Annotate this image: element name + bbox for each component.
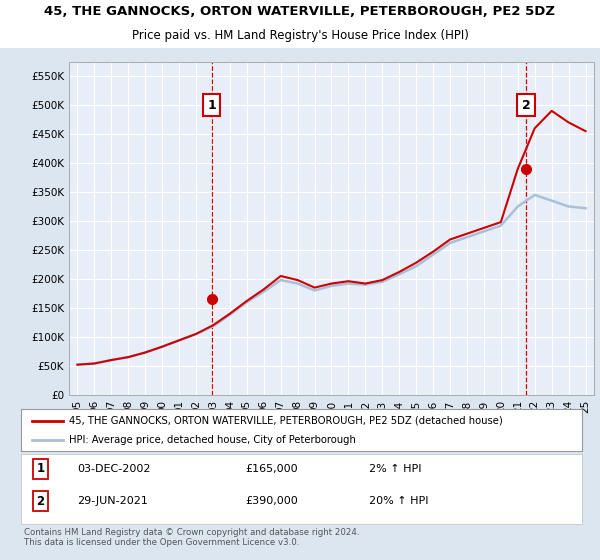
Text: HPI: Average price, detached house, City of Peterborough: HPI: Average price, detached house, City…: [68, 435, 356, 445]
Text: 45, THE GANNOCKS, ORTON WATERVILLE, PETERBOROUGH, PE2 5DZ: 45, THE GANNOCKS, ORTON WATERVILLE, PETE…: [44, 6, 556, 18]
Text: 2% ↑ HPI: 2% ↑ HPI: [369, 464, 421, 474]
Text: Price paid vs. HM Land Registry's House Price Index (HPI): Price paid vs. HM Land Registry's House …: [131, 29, 469, 42]
Text: £165,000: £165,000: [245, 464, 298, 474]
Text: £390,000: £390,000: [245, 496, 298, 506]
Text: 29-JUN-2021: 29-JUN-2021: [77, 496, 148, 506]
Text: 2: 2: [522, 99, 530, 111]
Text: Contains HM Land Registry data © Crown copyright and database right 2024.
This d: Contains HM Land Registry data © Crown c…: [24, 528, 359, 547]
Text: 45, THE GANNOCKS, ORTON WATERVILLE, PETERBOROUGH, PE2 5DZ (detached house): 45, THE GANNOCKS, ORTON WATERVILLE, PETE…: [68, 416, 502, 426]
Text: 20% ↑ HPI: 20% ↑ HPI: [369, 496, 428, 506]
Text: 2: 2: [37, 494, 44, 508]
Text: 1: 1: [207, 99, 216, 111]
Text: 03-DEC-2002: 03-DEC-2002: [77, 464, 151, 474]
Text: 1: 1: [37, 463, 44, 475]
